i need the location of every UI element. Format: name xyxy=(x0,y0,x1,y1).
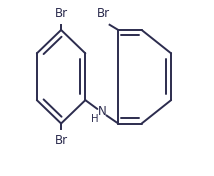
Text: Br: Br xyxy=(55,134,68,147)
Text: H: H xyxy=(91,114,99,124)
Text: N: N xyxy=(97,105,106,118)
Text: Br: Br xyxy=(55,7,68,20)
Text: Br: Br xyxy=(97,7,110,20)
